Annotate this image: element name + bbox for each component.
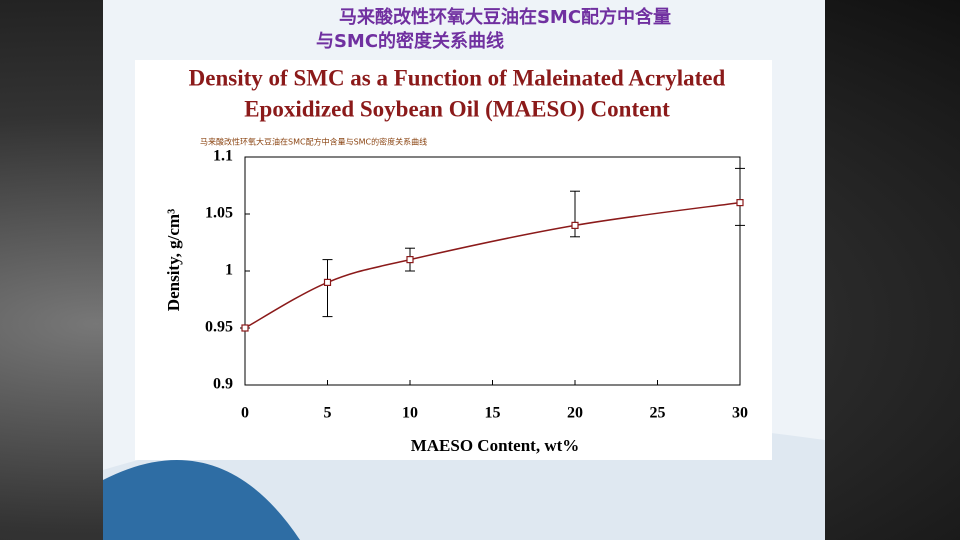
x-tick-label: 10 [402,405,418,422]
slide-title: 马来酸改性环氧大豆油在SMC配方中含量 [339,6,671,28]
x-tick-label: 20 [567,405,583,422]
y-tick-label: 0.9 [213,376,233,393]
y-tick-label: 1 [225,262,233,279]
x-tick-label: 0 [241,405,249,422]
x-tick-label: 15 [485,405,501,422]
marker [736,199,744,207]
marker [406,256,414,264]
y-axis-label: Density, g/cm³ [164,209,183,311]
x-tick-label: 5 [324,405,332,422]
series-line [244,201,741,329]
chart-title: Epoxidized Soybean Oil (MAESO) Content [244,96,670,121]
chart-subtitle: 马来酸改性环氧大豆油在SMC配方中含量与SMC的密度关系曲线 [200,137,427,147]
blue-shape [103,460,300,540]
y-tick-label: 1.05 [205,205,233,222]
x-tick-label: 30 [732,405,748,422]
chart-image [135,60,772,460]
chart-title: Density of SMC as a Function of Maleinat… [189,65,726,90]
slide-title: 与SMC的密度关系曲线 [316,30,504,52]
x-axis-label: MAESO Content, wt% [411,436,580,455]
x-tick-label: 25 [650,405,666,422]
y-tick-label: 0.95 [205,319,233,336]
marker [241,324,249,332]
marker [323,278,332,286]
y-tick-label: 1.1 [213,148,233,165]
marker [571,221,579,229]
